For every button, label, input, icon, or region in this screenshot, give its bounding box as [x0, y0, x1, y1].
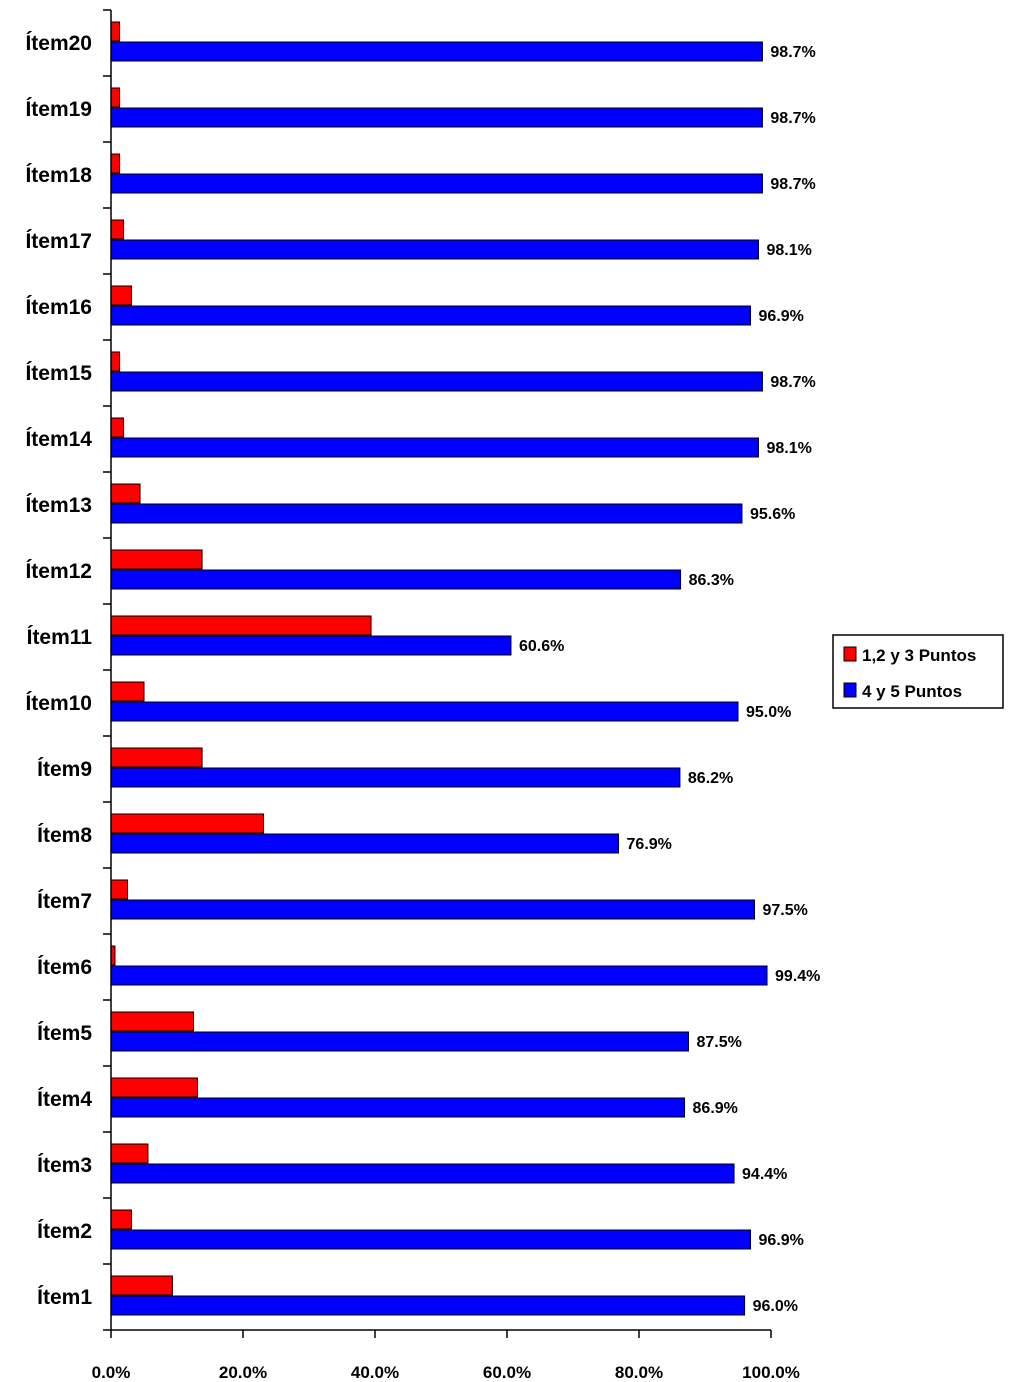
category-label-6: Ítem6	[37, 956, 92, 979]
bar-series-1-3	[110, 1143, 149, 1164]
category-label-19: Ítem19	[25, 98, 92, 121]
x-tick-label-2: 20.0%	[219, 1363, 267, 1382]
bar-series-1-20	[110, 21, 121, 42]
legend: 1,2 y 3 Puntos 4 y 5 Puntos	[832, 634, 1004, 709]
bar-series-2-14	[110, 437, 759, 458]
bar-series-1-14	[110, 417, 125, 438]
labels-layer: 96.0% Ítem1 96.9% Ítem2 94.4% Ítem3 86.9% Ítem4…	[25, 32, 820, 1382]
category-label-5: Ítem5	[37, 1022, 92, 1045]
category-label-15: Ítem15	[25, 362, 92, 385]
category-label-11: Ítem11	[27, 626, 93, 649]
bar-series-1-13	[110, 483, 141, 504]
data-label-series-2-8: 76.9%	[627, 836, 672, 853]
category-label-3: Ítem3	[37, 1154, 92, 1177]
bar-series-2-18	[110, 173, 763, 194]
bar-series-2-6	[110, 965, 768, 986]
bar-series-1-16	[110, 285, 132, 306]
bar-series-1-2	[110, 1209, 132, 1230]
bar-series-2-9	[110, 767, 681, 788]
bar-series-2-4	[110, 1097, 686, 1118]
bar-series-1-12	[110, 549, 203, 570]
category-label-18: Ítem18	[25, 164, 92, 187]
category-label-12: Ítem12	[25, 560, 92, 583]
bar-series-2-1	[110, 1295, 746, 1316]
data-label-series-2-16: 96.9%	[759, 308, 804, 325]
data-label-series-2-12: 86.3%	[689, 572, 734, 589]
bar-series-1-5	[110, 1011, 194, 1032]
bar-series-2-10	[110, 701, 739, 722]
bar-series-2-15	[110, 371, 763, 392]
bar-series-2-7	[110, 899, 755, 920]
bar-series-1-15	[110, 351, 121, 372]
data-label-series-2-6: 99.4%	[775, 968, 820, 985]
data-label-series-2-2: 96.9%	[759, 1232, 804, 1249]
category-label-14: Ítem14	[25, 428, 92, 451]
data-label-series-2-13: 95.6%	[750, 506, 795, 523]
x-tick-label-4: 60.0%	[483, 1363, 531, 1382]
category-label-2: Ítem2	[37, 1220, 92, 1243]
legend-swatch-series-1	[843, 646, 857, 662]
bar-series-2-16	[110, 305, 752, 326]
data-label-series-2-3: 94.4%	[742, 1166, 787, 1183]
data-label-series-2-14: 98.1%	[766, 440, 811, 457]
bars-layer	[110, 21, 768, 1316]
data-label-series-2-4: 86.9%	[693, 1100, 738, 1117]
category-label-20: Ítem20	[25, 32, 92, 55]
category-label-17: Ítem17	[25, 230, 92, 253]
data-label-series-2-5: 87.5%	[697, 1034, 742, 1051]
category-label-7: Ítem7	[37, 890, 92, 913]
data-label-series-2-19: 98.7%	[770, 110, 815, 127]
x-tick-label-3: 40.0%	[351, 1363, 399, 1382]
legend-swatch-series-2	[843, 682, 857, 698]
data-label-series-2-15: 98.7%	[770, 374, 815, 391]
bar-series-1-4	[110, 1077, 198, 1098]
category-label-1: Ítem1	[37, 1286, 92, 1309]
bar-series-2-2	[110, 1229, 752, 1250]
bar-series-2-13	[110, 503, 743, 524]
legend-label-series-1: 1,2 y 3 Puntos	[862, 646, 976, 665]
bar-series-2-17	[110, 239, 759, 260]
bar-series-2-3	[110, 1163, 735, 1184]
bar-series-1-10	[110, 681, 145, 702]
x-tick-label-1: 0.0%	[92, 1363, 131, 1382]
bar-series-1-18	[110, 153, 121, 174]
x-tick-label-6: 100.0%	[742, 1363, 800, 1382]
bar-series-2-19	[110, 107, 763, 128]
category-label-4: Ítem4	[37, 1088, 92, 1111]
legend-box	[832, 634, 1004, 709]
category-label-8: Ítem8	[37, 824, 92, 847]
bar-series-2-11	[110, 635, 512, 656]
category-label-10: Ítem10	[25, 692, 92, 715]
bar-series-1-9	[110, 747, 203, 768]
bar-series-1-8	[110, 813, 264, 834]
data-label-series-2-17: 98.1%	[766, 242, 811, 259]
data-label-series-2-7: 97.5%	[763, 902, 808, 919]
data-label-series-2-20: 98.7%	[770, 44, 815, 61]
bar-series-2-20	[110, 41, 763, 62]
axes	[103, 9, 772, 1338]
category-label-9: Ítem9	[37, 758, 92, 781]
bar-series-1-7	[110, 879, 128, 900]
data-label-series-2-10: 95.0%	[746, 704, 791, 721]
data-label-series-2-1: 96.0%	[753, 1298, 798, 1315]
category-label-16: Ítem16	[25, 296, 92, 319]
category-label-13: Ítem13	[25, 494, 92, 517]
bar-series-1-1	[110, 1275, 173, 1296]
data-label-series-2-11: 60.6%	[519, 638, 564, 655]
bar-series-1-17	[110, 219, 125, 240]
bar-series-2-5	[110, 1031, 689, 1052]
data-label-series-2-18: 98.7%	[770, 176, 815, 193]
bar-series-2-8	[110, 833, 620, 854]
x-tick-label-5: 80.0%	[615, 1363, 663, 1382]
data-label-series-2-9: 86.2%	[688, 770, 733, 787]
bar-series-2-12	[110, 569, 682, 590]
bar-series-1-11	[110, 615, 372, 636]
legend-label-series-2: 4 y 5 Puntos	[862, 682, 962, 701]
bar-series-1-19	[110, 87, 121, 108]
